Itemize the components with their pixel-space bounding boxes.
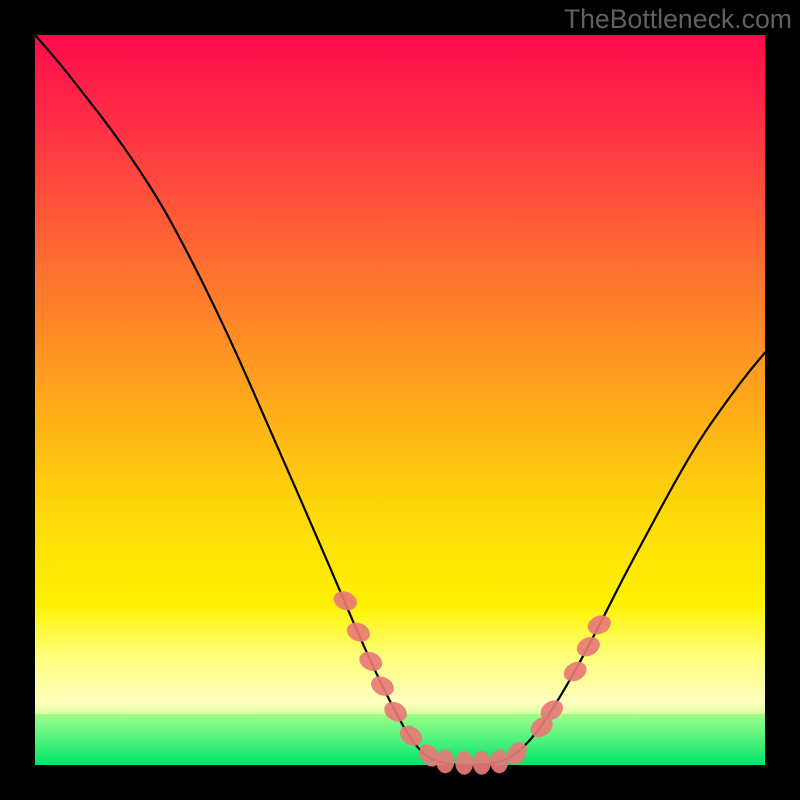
curve-marker (455, 751, 473, 775)
curve-marker (473, 751, 491, 775)
curve-marker (574, 633, 603, 660)
curve-markers (331, 588, 614, 775)
curve-marker (585, 612, 614, 638)
curve-marker (356, 648, 385, 675)
curve-marker (344, 619, 373, 645)
watermark-text: TheBottleneck.com (564, 4, 792, 35)
curve-marker (560, 658, 590, 685)
curve-marker (381, 698, 411, 726)
chart-container: TheBottleneck.com (0, 0, 800, 800)
v-curve (35, 35, 765, 765)
chart-overlay (0, 0, 800, 800)
curve-marker (490, 749, 508, 773)
curve-marker (331, 588, 360, 614)
curve-marker (368, 673, 398, 700)
curve-marker (396, 722, 426, 751)
curve-marker (436, 749, 454, 773)
